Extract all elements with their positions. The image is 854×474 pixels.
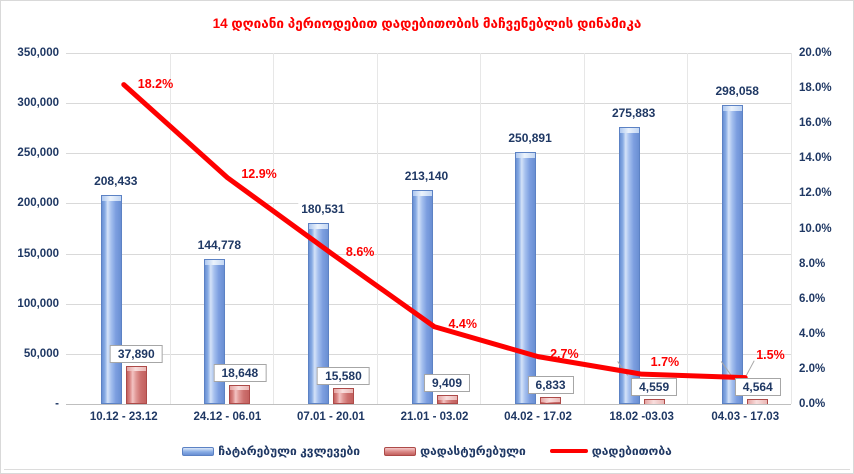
v-gridline bbox=[583, 53, 585, 404]
left-axis-tick: 150,000 bbox=[17, 247, 59, 260]
bar-value-label: 275,883 bbox=[608, 106, 659, 121]
legend-label-positivity: დადებითობა bbox=[591, 444, 672, 458]
bar-value-label: 180,531 bbox=[298, 201, 348, 216]
h-gridline bbox=[66, 153, 791, 155]
line-point-label: 12.9% bbox=[241, 166, 277, 181]
right-axis-tick: 12.0% bbox=[799, 187, 832, 200]
right-axis-tick: 18.0% bbox=[799, 82, 832, 95]
v-gridline bbox=[169, 53, 171, 404]
bar-confirmed[interactable] bbox=[332, 388, 354, 404]
left-axis-tick: 250,000 bbox=[17, 147, 59, 160]
x-axis-label: 04.02 - 17.02 bbox=[504, 411, 572, 423]
legend: ჩატარებული კვლევები დადასტურებული დადები… bbox=[1, 444, 853, 458]
h-gridline bbox=[66, 53, 791, 54]
right-axis-tick: 14.0% bbox=[799, 152, 832, 165]
confirmed-bar-swatch-icon bbox=[384, 446, 417, 456]
right-axis-tick: 8.0% bbox=[799, 257, 826, 270]
chart-title: 14 დღიანი პერიოდებით დადებითობის მაჩვენე… bbox=[212, 16, 642, 31]
legend-item-conducted[interactable]: ჩატარებული კვლევები bbox=[182, 444, 360, 458]
plot-area: 208,433 144,778 180,531 213,140 250,891 275,8… bbox=[66, 53, 791, 404]
positivity-line-swatch-icon bbox=[549, 449, 588, 453]
bar-conducted[interactable] bbox=[307, 222, 329, 404]
legend-item-positivity[interactable]: დადებითობა bbox=[549, 444, 672, 458]
line-point-label: 2.7% bbox=[550, 346, 579, 361]
confirmed-value-callout: 15,580 bbox=[317, 367, 370, 386]
bar-value-label: 298,058 bbox=[712, 84, 762, 99]
confirmed-value-callout: 4,559 bbox=[631, 378, 678, 397]
bottom-divider bbox=[4, 469, 850, 470]
left-axis-tick: 300,000 bbox=[17, 97, 59, 110]
bar-confirmed[interactable] bbox=[540, 397, 562, 404]
x-axis-label: 21.01 - 03.02 bbox=[400, 411, 469, 423]
v-gridline bbox=[376, 53, 378, 404]
conducted-bar-swatch-icon bbox=[182, 446, 215, 456]
right-axis-tick: 6.0% bbox=[799, 292, 826, 305]
line-point-label: 8.6% bbox=[345, 245, 375, 260]
x-axis-label: 10.12 - 23.12 bbox=[89, 411, 158, 423]
callout-leader-line bbox=[745, 360, 755, 376]
bar-conducted[interactable] bbox=[722, 105, 744, 404]
left-axis-tick: 100,000 bbox=[17, 297, 59, 310]
bar-confirmed[interactable] bbox=[643, 399, 665, 404]
confirmed-value-callout: 18,648 bbox=[213, 364, 267, 383]
legend-label-confirmed: დადასტურებული bbox=[420, 444, 526, 458]
bar-value-label: 250,891 bbox=[505, 131, 555, 146]
v-gridline bbox=[480, 53, 482, 404]
x-axis-label: 24.12 - 06.01 bbox=[193, 411, 262, 423]
confirmed-value-callout: 6,833 bbox=[527, 376, 574, 395]
bar-value-label: 208,433 bbox=[91, 173, 141, 188]
line-point-label: 1.5% bbox=[756, 347, 785, 362]
line-point-label: 4.4% bbox=[448, 316, 478, 331]
bar-conducted[interactable] bbox=[618, 127, 640, 404]
bar-conducted[interactable] bbox=[100, 194, 122, 404]
left-axis-tick: - bbox=[55, 398, 59, 410]
line-point-label: 18.2% bbox=[137, 76, 174, 91]
v-gridline bbox=[791, 53, 792, 404]
bar-conducted[interactable] bbox=[515, 152, 537, 404]
bar-conducted[interactable] bbox=[411, 190, 433, 404]
x-axis-label: 04.03 - 17.03 bbox=[711, 411, 780, 423]
right-axis-tick: 10.0% bbox=[799, 222, 832, 235]
right-axis-tick: 2.0% bbox=[799, 362, 826, 375]
legend-item-confirmed[interactable]: დადასტურებული bbox=[384, 444, 526, 458]
line-point-label: 1.7% bbox=[650, 355, 680, 370]
bar-confirmed[interactable] bbox=[436, 394, 458, 404]
bar-value-label: 213,140 bbox=[401, 169, 452, 184]
bar-confirmed[interactable] bbox=[747, 399, 769, 404]
right-axis-tick: 20.0% bbox=[799, 47, 832, 59]
left-axis-tick: 200,000 bbox=[17, 197, 59, 210]
h-gridline bbox=[66, 103, 791, 105]
right-axis-tick: 16.0% bbox=[799, 117, 832, 130]
confirmed-value-callout: 9,409 bbox=[423, 373, 471, 392]
left-axis-tick: 50,000 bbox=[23, 347, 59, 360]
right-axis-tick: 0.0% bbox=[799, 398, 826, 410]
x-axis-label: 18.02 -03.03 bbox=[609, 411, 674, 423]
confirmed-value-callout: 4,564 bbox=[734, 378, 781, 397]
right-axis-tick: 4.0% bbox=[799, 327, 826, 340]
v-gridline bbox=[273, 53, 275, 404]
x-axis-label: 07.01 - 20.01 bbox=[297, 411, 365, 423]
left-axis-tick: 350,000 bbox=[17, 47, 59, 59]
bar-confirmed[interactable] bbox=[229, 385, 251, 404]
v-gridline bbox=[687, 53, 689, 404]
x-axis-line bbox=[66, 404, 791, 405]
positivity-line[interactable] bbox=[121, 82, 748, 381]
bar-value-label: 144,778 bbox=[194, 237, 245, 252]
legend-label-conducted: ჩატარებული კვლევები bbox=[218, 444, 361, 458]
bar-confirmed[interactable] bbox=[125, 366, 147, 404]
confirmed-value-callout: 37,890 bbox=[109, 345, 163, 364]
